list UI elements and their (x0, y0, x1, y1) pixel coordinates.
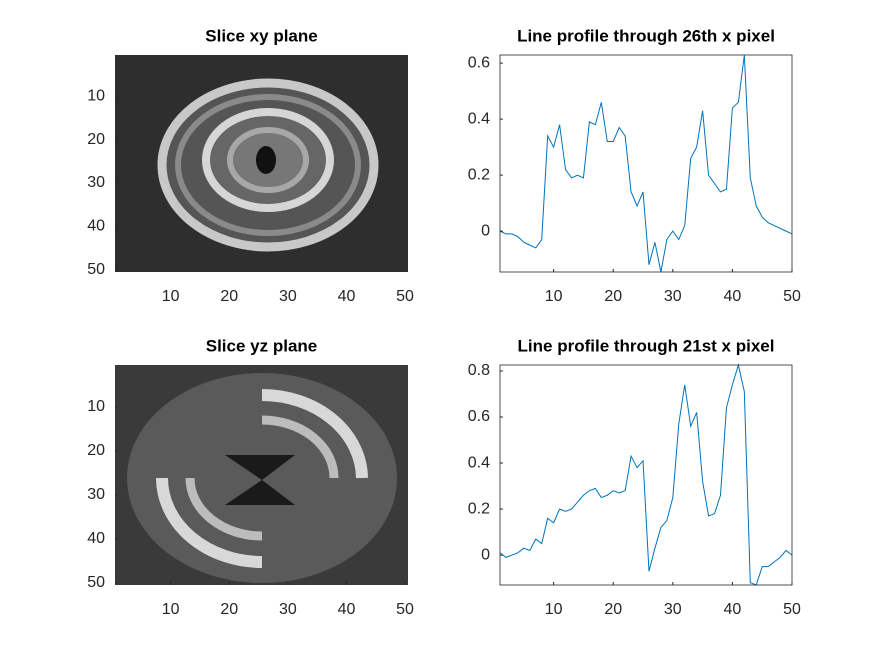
x-tick-label: 50 (396, 601, 414, 618)
x-tick-label: 20 (220, 601, 238, 618)
x-tick-label: 30 (279, 601, 297, 618)
x-tick-label: 10 (162, 601, 180, 618)
image-yz (115, 365, 408, 585)
x-tick-label: 20 (604, 601, 622, 618)
x-tick-label: 30 (664, 288, 682, 305)
x-tick-label: 40 (338, 601, 356, 618)
y-tick-label: 50 (87, 261, 105, 278)
y-tick-label: 30 (87, 174, 105, 191)
y-tick-label: 0.2 (468, 166, 490, 183)
y-tick-label: 50 (87, 574, 105, 591)
chart-title: Slice yz plane (206, 336, 318, 355)
x-tick-label: 30 (279, 288, 297, 305)
y-tick-label: 40 (87, 530, 105, 547)
plot-area (500, 365, 792, 585)
x-tick-label: 40 (338, 288, 356, 305)
y-tick-label: 10 (87, 398, 105, 415)
x-tick-label: 10 (545, 288, 563, 305)
profile-line (499, 363, 793, 586)
y-tick-label: 0.8 (468, 362, 490, 379)
y-tick-label: 30 (87, 486, 105, 503)
y-tick-label: 0 (481, 546, 490, 563)
y-tick-label: 20 (87, 442, 105, 459)
y-tick-label: 0.6 (468, 408, 490, 425)
x-tick-label: 40 (724, 601, 742, 618)
y-tick-label: 20 (87, 131, 105, 148)
chart-title: Slice xy plane (205, 26, 317, 45)
x-tick-label: 30 (664, 601, 682, 618)
y-tick-label: 10 (87, 87, 105, 104)
x-tick-label: 50 (396, 288, 414, 305)
axes-box (499, 54, 793, 273)
chart-title: Line profile through 26th x pixel (517, 26, 775, 45)
x-tick-label: 50 (783, 288, 801, 305)
y-tick-label: 0.4 (468, 454, 490, 471)
y-tick-label: 0.6 (468, 54, 490, 71)
x-tick-label: 10 (162, 288, 180, 305)
plot-area (500, 55, 792, 272)
image-xy (115, 55, 408, 272)
y-tick-label: 0.2 (468, 500, 490, 517)
x-tick-label: 40 (724, 288, 742, 305)
chart-title: Line profile through 21st x pixel (518, 336, 775, 355)
x-tick-label: 20 (220, 288, 238, 305)
y-tick-label: 0.4 (468, 110, 490, 127)
axes-box (499, 364, 793, 586)
y-tick-label: 40 (87, 218, 105, 235)
x-tick-label: 50 (783, 601, 801, 618)
profile-line (499, 54, 793, 273)
x-tick-label: 10 (545, 601, 563, 618)
x-tick-label: 20 (604, 288, 622, 305)
y-tick-label: 0 (481, 222, 490, 239)
